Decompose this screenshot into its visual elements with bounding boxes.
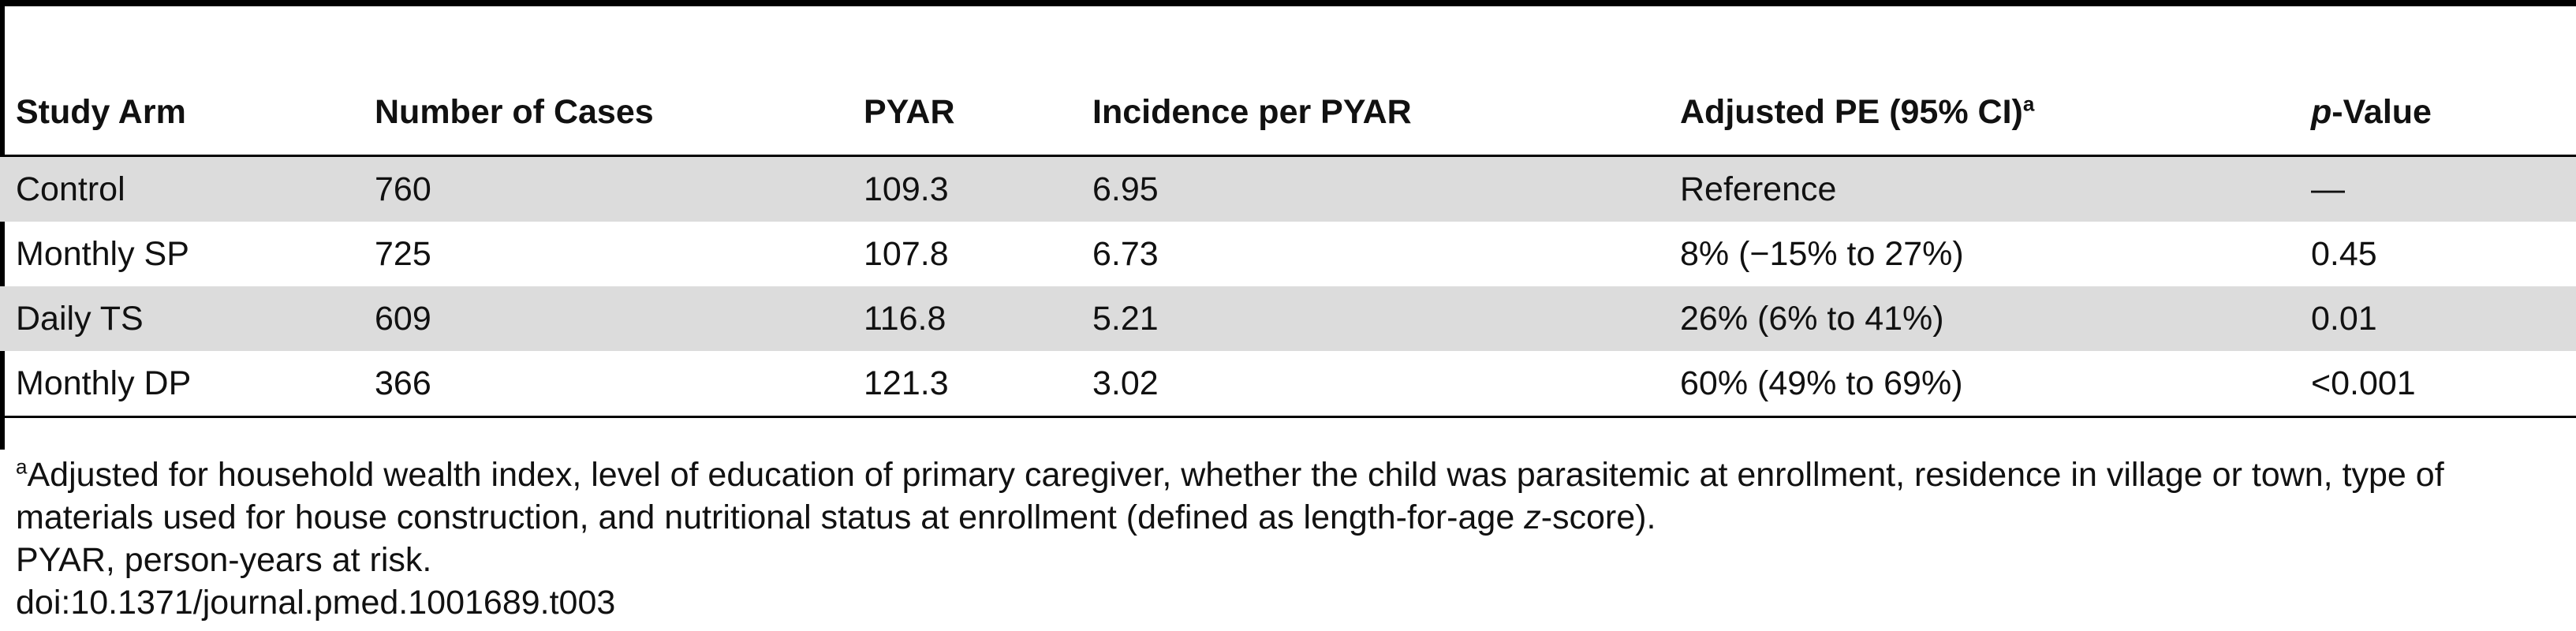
table-row: Monthly SP 725 107.8 6.73 8% (−15% to 27… [0, 222, 2576, 286]
cell-pyar: 121.3 [848, 351, 1077, 418]
cell-adjusted-pe: Reference [1664, 155, 2295, 222]
footnote-a-marker: a [16, 454, 28, 479]
header-p-rest: -Value [2331, 92, 2432, 131]
footnote-a: aAdjusted for household wealth index, le… [16, 454, 2571, 496]
header-adjusted-pe-label: Adjusted PE (95% CI) [1680, 92, 2023, 131]
cell-incidence: 5.21 [1077, 286, 1664, 351]
cell-pyar: 107.8 [864, 234, 949, 273]
header-adjusted-pe: Adjusted PE (95% CI)a [1664, 69, 2295, 157]
header-study-arm: Study Arm [0, 69, 359, 157]
header-pyar: PYAR [848, 69, 1077, 157]
footnote-a-line-1: Adjusted for household wealth index, lev… [27, 456, 2444, 494]
cell-adjusted-pe: 26% (6% to 41%) [1664, 286, 2295, 351]
header-cases: Number of Cases [359, 69, 848, 157]
cell-p-value: — [2295, 155, 2576, 222]
cell-p-value: 0.01 [2295, 286, 2576, 351]
top-rule [0, 0, 2576, 6]
cell-p-value: <0.001 [2295, 351, 2576, 418]
footnote-a-z-italic: z [1524, 498, 1541, 536]
table-row: Control 760 109.3 6.95 Reference — [0, 155, 2576, 222]
cell-p-value: 0.45 [2311, 234, 2377, 273]
cell-adjusted-pe: 60% (49% to 69%) [1664, 351, 2295, 418]
cell-study-arm: Monthly SP [16, 234, 189, 273]
footnote-a-line-2: materials used for house construction, a… [16, 498, 1525, 536]
table-row: Daily TS 609 116.8 5.21 26% (6% to 41%) … [0, 286, 2576, 351]
cell-cases: 366 [359, 351, 848, 418]
header-p-value: p-Value [2295, 69, 2576, 157]
footnote-a-continued: materials used for house construction, a… [16, 496, 2571, 539]
doi-text: doi:10.1371/journal.pmed.1001689.t003 [16, 584, 616, 622]
cell-adjusted-pe: 8% (−15% to 27%) [1680, 234, 1964, 273]
cell-cases: 725 [375, 234, 431, 273]
table-row: Monthly DP 366 121.3 3.02 60% (49% to 69… [0, 351, 2576, 418]
header-p-italic: p [2311, 92, 2332, 131]
table-footnotes: aAdjusted for household wealth index, le… [16, 454, 2571, 624]
cell-study-arm: Daily TS [0, 286, 359, 351]
cell-incidence: 6.95 [1077, 155, 1664, 222]
header-incidence: Incidence per PYAR [1077, 69, 1664, 157]
cell-study-arm: Control [0, 155, 359, 222]
cell-incidence: 6.73 [1092, 234, 1159, 273]
cell-study-arm: Monthly DP [0, 351, 359, 418]
cell-incidence: 3.02 [1077, 351, 1664, 418]
cell-cases: 760 [359, 155, 848, 222]
cell-pyar: 109.3 [848, 155, 1077, 222]
left-border [0, 0, 5, 450]
cell-pyar: 116.8 [848, 286, 1077, 351]
header-row: Study Arm Number of Cases PYAR Incidence… [0, 69, 2576, 157]
cell-cases: 609 [359, 286, 848, 351]
footnote-pyar: PYAR, person-years at risk. [16, 541, 432, 579]
footnote-a-line-2-end: -score). [1540, 498, 1656, 536]
footnote-marker: a [2022, 91, 2035, 116]
data-table: Study Arm Number of Cases PYAR Incidence… [0, 69, 2576, 418]
